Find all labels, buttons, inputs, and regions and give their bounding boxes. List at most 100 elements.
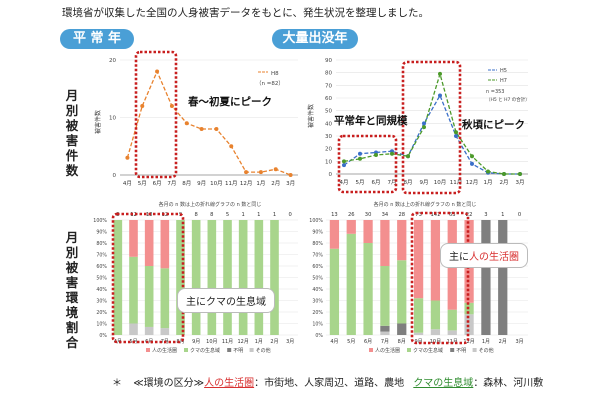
c2-point [422, 121, 426, 126]
c1-xtick-label: 7月 [167, 180, 176, 187]
c1-xtick-label: 12月 [240, 180, 253, 187]
mass-counts-ylabel: 被害件数 [307, 104, 315, 128]
c3-ytick-label: 70% [96, 252, 107, 258]
mass-counts-legend-label-h7: H7 [500, 78, 507, 84]
c4-ytick-label: 60% [312, 264, 323, 270]
c2-xtick-label: 5月 [356, 179, 365, 186]
c3-ytick-label: 20% [96, 310, 107, 316]
c4-xtick-label: 1月 [482, 339, 490, 345]
c4-legend-swatch [472, 348, 477, 352]
normal-counts-series-h8 [126, 69, 291, 176]
c3-count-label: 1 [273, 212, 276, 218]
c4-bar-segment [464, 314, 474, 335]
c2-point [470, 161, 474, 166]
c2-point [438, 93, 442, 98]
mass-counts-series-h7 [343, 71, 520, 175]
c2-xtick-label: 11月 [450, 179, 463, 186]
c1-xtick-label: 6月 [153, 180, 162, 187]
row2-vertical-label: 月別被害環境割合 [65, 230, 79, 350]
c2-xtick-label: 2月 [500, 179, 509, 186]
c1-ytick-label: 0 [113, 173, 117, 179]
c2-ytick-label: 40 [325, 121, 332, 127]
c2-ytick-label: 60 [325, 96, 332, 102]
footer-note: ＊ ≪環境の区分≫人の生活圏：市街地、人家周辺、道路、農地 クマの生息域：森林、… [112, 374, 543, 389]
c4-xtick-label: 12月 [463, 339, 474, 345]
c4-bar-segment [397, 220, 407, 261]
c3-bar-segment [160, 328, 170, 335]
c4-legend-label: 人の生活圏 [375, 347, 400, 354]
c4-bar-segment [413, 332, 424, 335]
c2-point [486, 169, 490, 174]
c1-point [214, 127, 219, 131]
c4-bar-segment [380, 331, 390, 335]
c1-xtick-label: 8月 [182, 180, 191, 187]
c2-xtick-label: 6月 [372, 179, 381, 186]
c2-point [470, 154, 474, 159]
c3-count-label: 8 [195, 212, 198, 218]
c3-xtick-label: 1月 [255, 339, 263, 345]
c2-point [518, 172, 522, 176]
c3-bar-segment [160, 268, 170, 329]
c3-xtick-label: 12月 [237, 339, 248, 345]
c4-bar-segment [397, 260, 407, 324]
c2-xtick-label: 10月 [434, 179, 447, 186]
c4-count-label: 73 [415, 212, 422, 218]
c4-xtick-label: 6月 [364, 339, 372, 345]
c4-bar-segment [397, 323, 407, 335]
c3-ytick-label: 40% [96, 287, 107, 293]
c3-bar-segment [191, 220, 201, 335]
c4-count-label: 1 [501, 212, 504, 218]
c1-point [244, 170, 249, 175]
c2-point [342, 163, 346, 168]
mass-year-pill: 大量出没年 [272, 29, 358, 49]
c4-bar-segment [380, 325, 390, 332]
c3-xtick-label: 3月 [286, 339, 294, 345]
mass-counts-legend-label-h5: H5 [500, 68, 507, 74]
c2-point [374, 153, 378, 157]
c3-count-label: 5 [226, 212, 229, 218]
normal-year-pill: 平 常 年 [60, 29, 134, 49]
c4-bar-segment [430, 329, 441, 335]
same-scale-annotation: 平常年と同規模 [334, 115, 408, 127]
c1-xtick-label: 5月 [138, 180, 147, 187]
c4-xtick-label: 7月 [381, 339, 389, 345]
c3-legend-swatch [227, 348, 232, 352]
footer-bear-label: クマの生息域 [413, 378, 474, 389]
c1-ytick-label: 20 [109, 58, 116, 64]
c2-ytick-label: 30 [325, 134, 332, 140]
c3-xtick-label: 4月 [114, 339, 122, 345]
c3-ytick-label: 60% [96, 264, 107, 270]
c3-bar-segment [254, 220, 264, 335]
footer-human-desc: ：市街地、人家周辺、道路、農地 [254, 378, 405, 389]
c4-ytick-label: 70% [312, 252, 323, 258]
c2-point [342, 159, 346, 164]
c3-xtick-label: 2月 [270, 339, 278, 345]
spring-peak-annotation: 春〜初夏にピーク [188, 96, 272, 108]
c3-count-label: 8 [210, 212, 213, 218]
c4-count-label: 28 [398, 212, 405, 218]
c4-bar-segment [380, 266, 390, 326]
c2-ytick-label: 0 [329, 172, 333, 178]
c1-point [155, 69, 160, 74]
c2-xtick-label: 9月 [420, 179, 429, 186]
c2-point [422, 125, 426, 130]
c2-point [502, 172, 506, 176]
c1-xtick-label: 3月 [286, 180, 295, 187]
c4-bar-segment [363, 243, 373, 335]
c2-point [358, 151, 362, 156]
c2-xtick-label: 8月 [404, 179, 413, 186]
mass-counts-legend-note-sum: （H5 と H7 の合計） [486, 96, 530, 103]
mass-summer-highlight [337, 134, 398, 194]
c4-ytick-label: 40% [312, 287, 323, 293]
c1-xtick-label: 4月 [123, 180, 132, 187]
c3-ytick-label: 50% [96, 275, 107, 281]
c4-count-label: 0 [518, 212, 521, 218]
c1-xtick-label: 2月 [271, 180, 280, 187]
c3-bar-segment [113, 220, 123, 335]
c3-legend-label: クマの生息域 [190, 347, 220, 354]
mass-counts-series-h5 [343, 93, 520, 175]
c4-bar-segment [380, 220, 390, 266]
c4-bar-segment [430, 300, 441, 330]
c4-ytick-label: 100% [309, 218, 323, 224]
